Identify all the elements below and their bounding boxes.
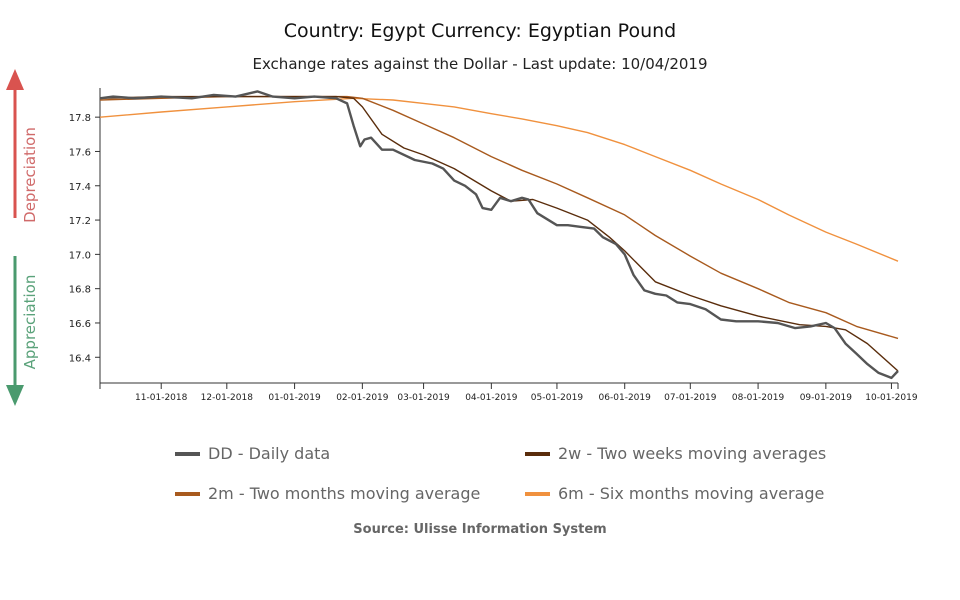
exchange-rate-chart: 16.4 16.6 16.8 17.0 17.2 17.4 17.6 17.8 11-01-20… [69, 88, 918, 403]
legend-label-dd: DD - Daily data [208, 444, 331, 463]
y-tick-label: 17.6 [69, 147, 91, 158]
series-line-6m [99, 97, 899, 262]
legend-swatch-6m [525, 491, 550, 496]
x-tick-label: 03-01-2019 [397, 393, 450, 403]
x-tick-label: 01-01-2019 [268, 393, 321, 403]
legend-item-dd[interactable]: DD - Daily data [175, 444, 330, 463]
legend-swatch-2w [525, 451, 550, 456]
series-line-2w [99, 95, 899, 372]
x-tick-label: 02-01-2019 [336, 393, 389, 403]
direction-indicator: Depreciation Appreciation [0, 66, 40, 411]
source-note: Source: Ulisse Information System [353, 522, 607, 537]
x-tick-label: 09-01-2019 [800, 393, 853, 403]
y-tick-label: 17.2 [69, 216, 91, 227]
x-tick-label: 10-01-2019 [865, 393, 918, 403]
y-tick-label: 16.4 [69, 353, 91, 364]
depreciation-arrow-head-icon [6, 69, 24, 90]
y-tick-label: 16.8 [69, 285, 91, 296]
legend-label-2m: 2m - Two months moving average [208, 484, 481, 503]
chart-subtitle: Exchange rates against the Dollar - Last… [252, 55, 708, 73]
x-tick-label: 04-01-2019 [465, 393, 518, 403]
legend-label-6m: 6m - Six months moving average [558, 484, 825, 503]
x-tick-label: 05-01-2019 [531, 393, 584, 403]
appreciation-arrow-head-icon [6, 385, 24, 406]
x-tick-label: 08-01-2019 [732, 393, 785, 403]
x-tick-label: 07-01-2019 [664, 393, 717, 403]
series-line-dd [99, 90, 899, 380]
direction-arrows [6, 69, 24, 406]
legend-item-2w[interactable]: 2w - Two weeks moving averages [525, 444, 826, 463]
legend: DD - Daily data 2w - Two weeks moving av… [0, 438, 960, 518]
legend-swatch-dd [175, 451, 200, 456]
x-tick-label: 06-01-2019 [599, 393, 652, 403]
legend-label-2w: 2w - Two weeks moving averages [558, 444, 827, 463]
y-tick-label: 17.4 [69, 182, 91, 193]
x-tick-label: 11-01-2018 [135, 393, 188, 403]
chart-title: Country: Egypt Currency: Egyptian Pound [283, 20, 677, 42]
y-tick-label: 17.8 [69, 113, 91, 124]
legend-swatch-2m [175, 491, 200, 496]
y-tick-label: 16.6 [69, 319, 91, 330]
legend-item-2m[interactable]: 2m - Two months moving average [175, 484, 480, 503]
y-tick-label: 17.0 [69, 250, 91, 261]
legend-item-6m[interactable]: 6m - Six months moving average [525, 484, 824, 503]
x-tick-label: 12-01-2018 [201, 393, 254, 403]
series-line-2m [99, 95, 899, 340]
